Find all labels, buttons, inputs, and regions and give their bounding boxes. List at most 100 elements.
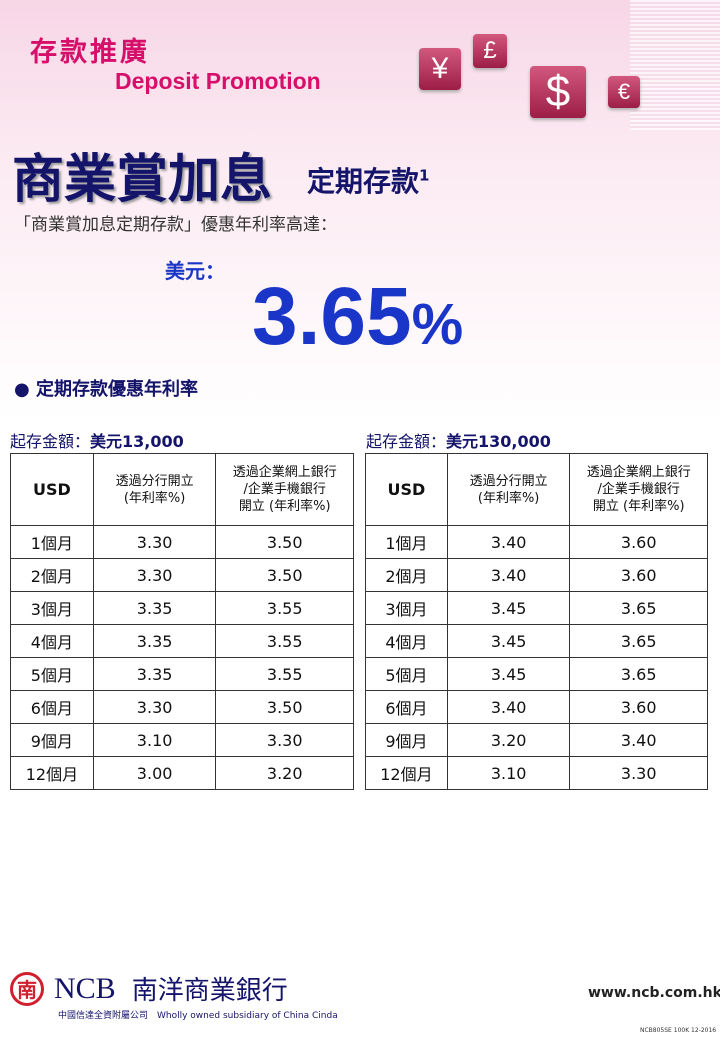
tenor-cell: 3個月 xyxy=(365,591,448,625)
online-rate-cell: 3.60 xyxy=(569,558,708,592)
branch-rate-cell: 3.00 xyxy=(92,756,217,790)
online-rate-cell: 3.50 xyxy=(215,690,354,724)
column-header: 透過企業網上銀行/企業手機銀行 開立 (年利率%) xyxy=(215,453,354,526)
table-row: 3個月 3.45 3.65 xyxy=(365,591,708,625)
table-row: 12個月 3.10 3.30 xyxy=(365,756,708,790)
city-skyline xyxy=(630,0,720,130)
rate-unit: % xyxy=(411,292,464,357)
branch-rate-cell: 3.40 xyxy=(446,525,571,559)
online-rate-cell: 3.55 xyxy=(215,657,354,691)
banner-background xyxy=(0,0,720,420)
tenor-cell: 2個月 xyxy=(365,558,448,592)
table-row: 3個月 3.35 3.55 xyxy=(10,591,354,625)
online-rate-cell: 3.65 xyxy=(569,591,708,625)
table-row: 9個月 3.10 3.30 xyxy=(10,723,354,757)
online-rate-cell: 3.20 xyxy=(215,756,354,790)
branch-rate-cell: 3.20 xyxy=(446,723,571,757)
table-row: 4個月 3.35 3.55 xyxy=(10,624,354,658)
product-suffix: 定期存款1 xyxy=(307,160,429,200)
brand-name-zh: 南洋商業銀行 xyxy=(131,976,288,1006)
brand-name: NCB xyxy=(54,971,116,1005)
min-label: 起存金額： xyxy=(10,432,91,451)
promo-title-zh: 存款推廣 xyxy=(30,37,150,68)
tenor-cell: 6個月 xyxy=(365,690,448,724)
ncb-logo: 南 NCB 南洋商業銀行 xyxy=(10,970,288,1007)
min-amount: 美元130,000 xyxy=(446,432,551,451)
table-row: 12個月 3.00 3.20 xyxy=(10,756,354,790)
table-row: 1個月 3.30 3.50 xyxy=(10,525,354,559)
tenor-cell: 1個月 xyxy=(10,525,94,559)
footnote-marker: 1 xyxy=(419,166,430,185)
min-deposit-right: 起存金額：美元130,000 xyxy=(366,428,551,452)
promo-title-en: Deposit Promotion xyxy=(115,68,321,94)
column-header: 透過分行開立 (年利率%) xyxy=(446,453,571,526)
online-rate-cell: 3.50 xyxy=(215,558,354,592)
column-header: USD xyxy=(10,453,94,526)
branch-rate-cell: 3.30 xyxy=(92,525,217,559)
tenor-cell: 9個月 xyxy=(365,723,448,757)
branch-rate-cell: 3.45 xyxy=(446,657,571,691)
branch-rate-cell: 3.10 xyxy=(92,723,217,757)
tenor-cell: 1個月 xyxy=(365,525,448,559)
subsidiary-text: 中國信達全資附屬公司 Wholly owned subsidiary of Ch… xyxy=(58,1011,338,1021)
table-row: 5個月 3.45 3.65 xyxy=(365,657,708,691)
table-row: 1個月 3.40 3.60 xyxy=(365,525,708,559)
min-amount: 美元13,000 xyxy=(90,432,184,451)
online-rate-cell: 3.60 xyxy=(569,525,708,559)
column-header: 透過企業網上銀行/企業手機銀行 開立 (年利率%) xyxy=(569,453,708,526)
tenor-cell: 4個月 xyxy=(365,624,448,658)
table-row: 5個月 3.35 3.55 xyxy=(10,657,354,691)
branch-rate-cell: 3.30 xyxy=(92,558,217,592)
online-rate-cell: 3.60 xyxy=(569,690,708,724)
branch-rate-cell: 3.35 xyxy=(92,591,217,625)
yen-icon: ¥ xyxy=(419,48,461,90)
ncb-seal-icon: 南 xyxy=(10,971,44,1006)
product-suffix-text: 定期存款 xyxy=(307,165,420,198)
intro-text: 「商業賞加息定期存款」優惠年利率高達： xyxy=(14,215,337,235)
rate-value: 3.65 xyxy=(252,271,412,362)
website-link[interactable]: www.ncb.com.hk xyxy=(588,985,720,1001)
branch-rate-cell: 3.35 xyxy=(92,657,217,691)
dollar-icon: $ xyxy=(530,66,586,118)
online-rate-cell: 3.40 xyxy=(569,723,708,757)
branch-rate-cell: 3.40 xyxy=(446,690,571,724)
branch-rate-cell: 3.10 xyxy=(446,756,571,790)
min-deposit-left: 起存金額：美元13,000 xyxy=(10,428,184,452)
header-row: USD 透過分行開立 (年利率%) 透過企業網上銀行/企業手機銀行 開立 (年利率%) xyxy=(10,453,354,526)
table-row: 6個月 3.30 3.50 xyxy=(10,690,354,724)
tenor-cell: 12個月 xyxy=(10,756,94,790)
tenor-cell: 5個月 xyxy=(365,657,448,691)
table-row: 9個月 3.20 3.40 xyxy=(365,723,708,757)
online-rate-cell: 3.55 xyxy=(215,624,354,658)
tenor-cell: 5個月 xyxy=(10,657,94,691)
table-row: 2個月 3.30 3.50 xyxy=(10,558,354,592)
online-rate-cell: 3.30 xyxy=(215,723,354,757)
tenor-cell: 2個月 xyxy=(10,558,94,592)
pound-icon: £ xyxy=(473,34,507,68)
tenor-cell: 4個月 xyxy=(10,624,94,658)
header-row: USD 透過分行開立 (年利率%) 透過企業網上銀行/企業手機銀行 開立 (年利率%) xyxy=(365,453,708,526)
online-rate-cell: 3.50 xyxy=(215,525,354,559)
tenor-cell: 9個月 xyxy=(10,723,94,757)
headline-rate: 3.65% xyxy=(252,270,463,364)
branch-rate-cell: 3.30 xyxy=(92,690,217,724)
online-rate-cell: 3.30 xyxy=(569,756,708,790)
rate-table-130000: USD 透過分行開立 (年利率%) 透過企業網上銀行/企業手機銀行 開立 (年利率%) 1… xyxy=(365,453,708,790)
rate-table-13000: USD 透過分行開立 (年利率%) 透過企業網上銀行/企業手機銀行 開立 (年利率%) 1… xyxy=(10,453,354,790)
print-code: NCB805SE 100K 12-2016 xyxy=(640,1027,717,1034)
table-row: 6個月 3.40 3.60 xyxy=(365,690,708,724)
branch-rate-cell: 3.40 xyxy=(446,558,571,592)
product-name: 商業賞加息 xyxy=(12,150,273,210)
tenor-cell: 6個月 xyxy=(10,690,94,724)
branch-rate-cell: 3.45 xyxy=(446,591,571,625)
branch-rate-cell: 3.35 xyxy=(92,624,217,658)
tenor-cell: 3個月 xyxy=(10,591,94,625)
online-rate-cell: 3.55 xyxy=(215,591,354,625)
online-rate-cell: 3.65 xyxy=(569,657,708,691)
online-rate-cell: 3.65 xyxy=(569,624,708,658)
table-row: 2個月 3.40 3.60 xyxy=(365,558,708,592)
euro-icon: € xyxy=(608,76,640,108)
tenor-cell: 12個月 xyxy=(365,756,448,790)
table-row: 4個月 3.45 3.65 xyxy=(365,624,708,658)
column-header: USD xyxy=(365,453,448,526)
